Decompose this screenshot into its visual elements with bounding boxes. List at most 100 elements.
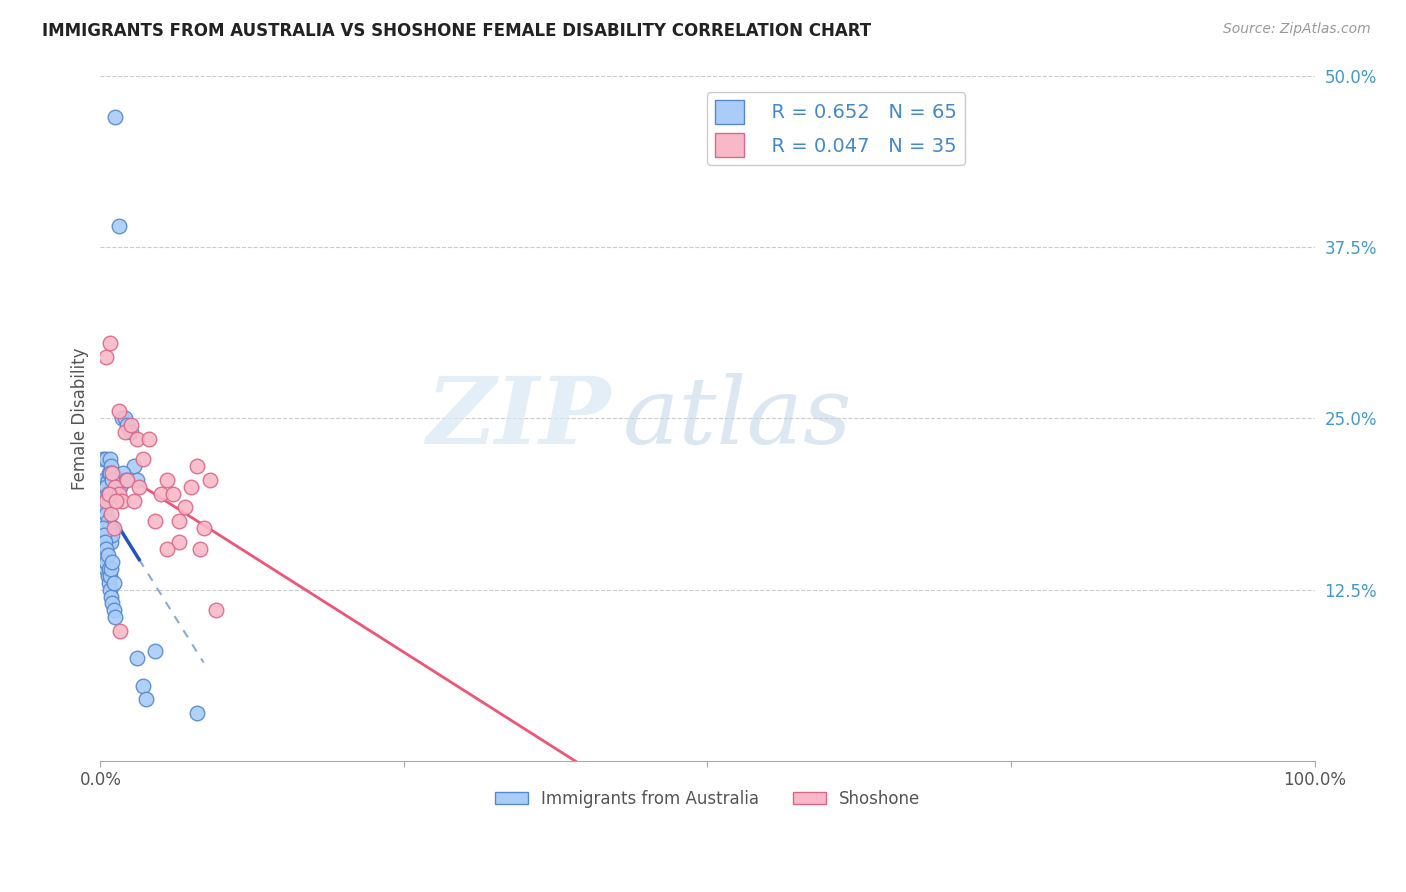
Point bbox=[97, 466, 120, 480]
Legend: Immigrants from Australia, Shoshone: Immigrants from Australia, Shoshone bbox=[488, 783, 927, 814]
Point bbox=[104, 110, 127, 124]
Point bbox=[193, 521, 215, 535]
Point bbox=[101, 555, 124, 569]
Point bbox=[138, 432, 160, 446]
Point bbox=[162, 486, 184, 500]
Point bbox=[128, 480, 150, 494]
Point bbox=[101, 466, 124, 480]
Point bbox=[100, 459, 122, 474]
Point bbox=[97, 514, 120, 528]
Point bbox=[100, 534, 122, 549]
Point bbox=[186, 459, 208, 474]
Point bbox=[94, 549, 117, 563]
Point bbox=[114, 411, 136, 425]
Text: Source: ZipAtlas.com: Source: ZipAtlas.com bbox=[1223, 22, 1371, 37]
Point bbox=[188, 541, 211, 556]
Point bbox=[97, 486, 120, 500]
Point bbox=[98, 452, 121, 467]
Point bbox=[96, 493, 118, 508]
Point bbox=[111, 493, 134, 508]
Point bbox=[120, 425, 142, 439]
Point bbox=[100, 508, 122, 522]
Point bbox=[98, 582, 121, 597]
Point bbox=[107, 404, 129, 418]
Point bbox=[112, 466, 135, 480]
Point bbox=[180, 480, 202, 494]
Point bbox=[100, 562, 122, 576]
Point bbox=[124, 459, 146, 474]
Point bbox=[143, 644, 166, 658]
Point bbox=[96, 480, 118, 494]
Point bbox=[94, 480, 117, 494]
Point bbox=[96, 541, 118, 556]
Point bbox=[143, 514, 166, 528]
Point bbox=[91, 493, 114, 508]
Point bbox=[97, 521, 120, 535]
Point bbox=[103, 603, 125, 617]
Point bbox=[97, 569, 120, 583]
Point bbox=[98, 335, 121, 350]
Point bbox=[98, 466, 121, 480]
Point bbox=[96, 452, 118, 467]
Point bbox=[156, 541, 179, 556]
Point bbox=[97, 575, 120, 590]
Point bbox=[93, 486, 115, 500]
Point bbox=[108, 624, 131, 638]
Point bbox=[94, 534, 117, 549]
Point bbox=[132, 679, 155, 693]
Point bbox=[97, 549, 120, 563]
Point bbox=[132, 452, 155, 467]
Point bbox=[107, 486, 129, 500]
Point bbox=[135, 692, 157, 706]
Point bbox=[93, 541, 115, 556]
Text: IMMIGRANTS FROM AUSTRALIA VS SHOSHONE FEMALE DISABILITY CORRELATION CHART: IMMIGRANTS FROM AUSTRALIA VS SHOSHONE FE… bbox=[42, 22, 872, 40]
Point bbox=[107, 219, 129, 234]
Text: ZIP: ZIP bbox=[426, 373, 610, 463]
Point bbox=[100, 590, 122, 604]
Point bbox=[150, 486, 173, 500]
Point bbox=[98, 569, 121, 583]
Point bbox=[115, 473, 138, 487]
Point bbox=[198, 473, 221, 487]
Text: atlas: atlas bbox=[623, 373, 852, 463]
Point bbox=[111, 411, 134, 425]
Point bbox=[91, 534, 114, 549]
Point bbox=[97, 473, 120, 487]
Point bbox=[98, 528, 121, 542]
Point bbox=[91, 541, 114, 556]
Point bbox=[103, 521, 125, 535]
Point bbox=[101, 528, 124, 542]
Point bbox=[91, 521, 114, 535]
Point bbox=[97, 486, 120, 500]
Point bbox=[91, 452, 114, 467]
Point bbox=[101, 473, 124, 487]
Y-axis label: Female Disability: Female Disability bbox=[72, 347, 89, 490]
Point bbox=[93, 549, 115, 563]
Point bbox=[108, 480, 131, 494]
Point bbox=[115, 418, 138, 433]
Point bbox=[101, 596, 124, 610]
Point bbox=[174, 500, 197, 515]
Point bbox=[101, 466, 124, 480]
Point bbox=[120, 418, 142, 433]
Point bbox=[94, 500, 117, 515]
Point bbox=[204, 603, 226, 617]
Point bbox=[114, 425, 136, 439]
Point bbox=[104, 480, 127, 494]
Point bbox=[94, 555, 117, 569]
Point bbox=[124, 493, 146, 508]
Point bbox=[97, 562, 120, 576]
Point bbox=[93, 528, 115, 542]
Point bbox=[104, 610, 127, 624]
Point bbox=[103, 575, 125, 590]
Point bbox=[125, 473, 148, 487]
Point bbox=[125, 432, 148, 446]
Point bbox=[105, 473, 128, 487]
Point bbox=[169, 534, 191, 549]
Point bbox=[103, 480, 125, 494]
Point bbox=[186, 706, 208, 720]
Point bbox=[105, 493, 128, 508]
Point bbox=[115, 473, 138, 487]
Point bbox=[125, 651, 148, 665]
Point bbox=[93, 473, 115, 487]
